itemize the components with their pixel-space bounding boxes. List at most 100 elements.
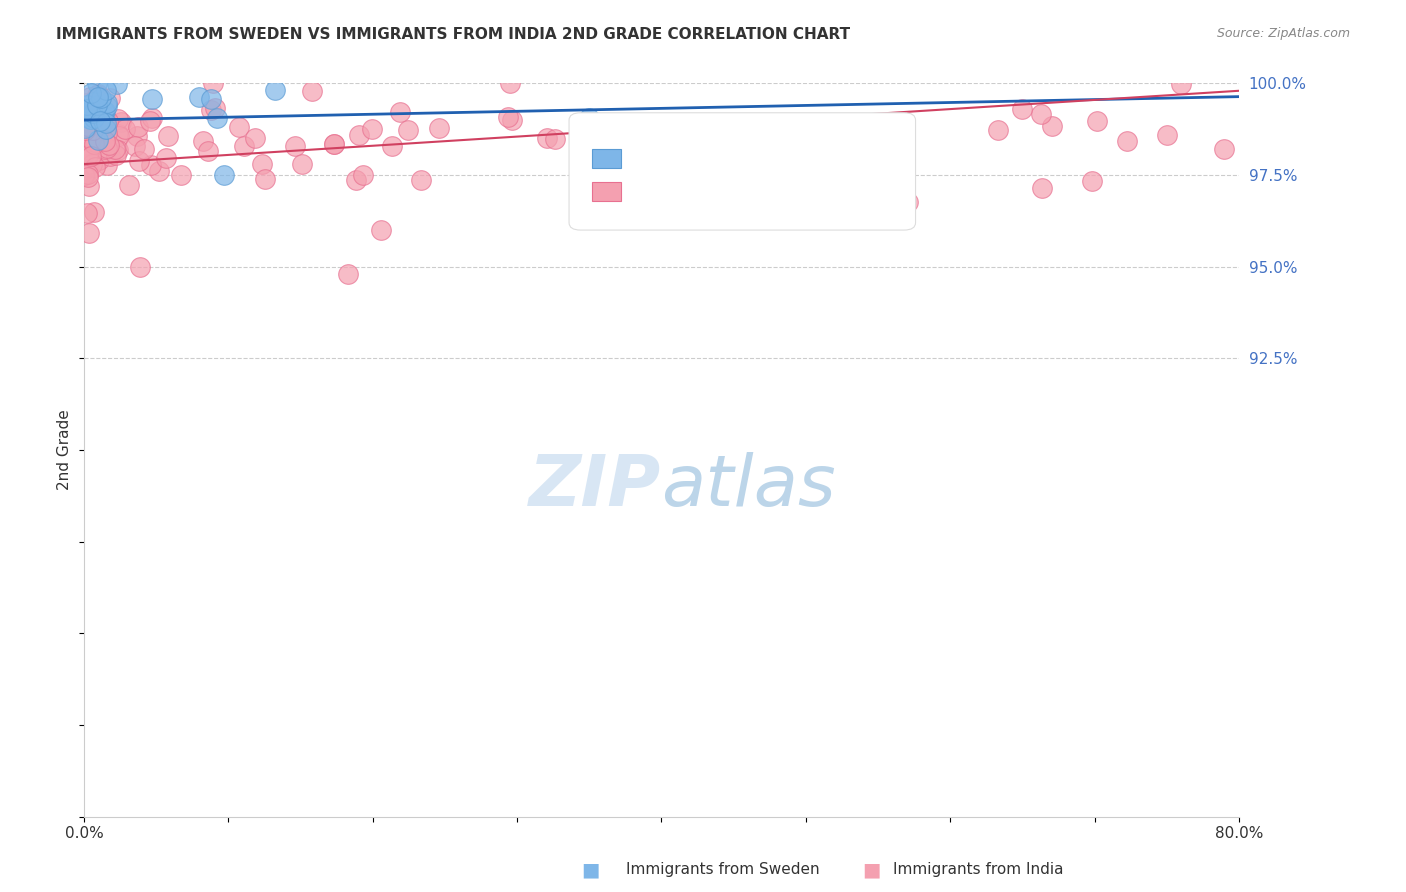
Point bbox=[87, 87, 110, 101]
Point bbox=[83, 137, 105, 152]
Text: ■: ■ bbox=[581, 860, 600, 880]
Point bbox=[108, 129, 131, 144]
Point bbox=[96, 126, 118, 140]
Point bbox=[1085, 114, 1108, 128]
Point bbox=[723, 135, 745, 149]
Point bbox=[132, 142, 155, 156]
Point bbox=[84, 90, 107, 104]
Point bbox=[389, 105, 412, 120]
Point bbox=[93, 103, 115, 118]
Text: Source: ZipAtlas.com: Source: ZipAtlas.com bbox=[1216, 27, 1350, 40]
Point bbox=[702, 120, 724, 135]
Point bbox=[96, 141, 118, 155]
Point bbox=[197, 144, 219, 158]
Point bbox=[87, 126, 110, 140]
Point bbox=[1029, 107, 1052, 121]
Text: 123: 123 bbox=[806, 182, 838, 197]
Point bbox=[76, 206, 98, 220]
Point bbox=[188, 90, 211, 104]
Point bbox=[77, 147, 100, 161]
Point bbox=[107, 112, 129, 126]
Point bbox=[86, 77, 108, 91]
Point bbox=[783, 124, 806, 138]
Point bbox=[501, 112, 523, 127]
Point bbox=[1116, 134, 1139, 148]
Point bbox=[201, 77, 224, 91]
Point bbox=[82, 106, 104, 120]
Point bbox=[73, 121, 96, 136]
Point bbox=[84, 160, 107, 174]
Point bbox=[87, 90, 110, 104]
Point bbox=[228, 120, 250, 134]
Point bbox=[73, 147, 96, 161]
Point bbox=[148, 163, 170, 178]
Point bbox=[75, 162, 97, 177]
Point bbox=[124, 139, 146, 153]
Point bbox=[76, 119, 98, 133]
Text: 0.339: 0.339 bbox=[679, 149, 727, 164]
Point bbox=[94, 142, 117, 156]
Point bbox=[191, 134, 214, 148]
Point bbox=[80, 131, 103, 145]
Point bbox=[96, 158, 118, 172]
Point bbox=[883, 141, 905, 155]
Point bbox=[76, 98, 98, 112]
Point bbox=[1042, 119, 1064, 133]
Point bbox=[77, 179, 100, 194]
Point bbox=[782, 160, 804, 174]
Text: atlas: atlas bbox=[661, 452, 837, 521]
Point bbox=[337, 267, 360, 281]
Point bbox=[84, 111, 107, 125]
Point bbox=[84, 135, 107, 149]
Point bbox=[84, 102, 107, 116]
Point bbox=[1213, 142, 1236, 156]
Point bbox=[114, 122, 136, 136]
Point bbox=[96, 136, 118, 150]
Point bbox=[84, 135, 107, 149]
Text: ZIP: ZIP bbox=[529, 452, 661, 521]
Point bbox=[252, 157, 274, 171]
Point bbox=[155, 151, 177, 165]
Point bbox=[82, 123, 104, 137]
Point bbox=[107, 143, 129, 157]
Point bbox=[76, 150, 98, 164]
Bar bbox=[592, 150, 621, 168]
Point bbox=[80, 149, 103, 163]
Point bbox=[90, 91, 112, 105]
Point bbox=[94, 111, 117, 125]
Point bbox=[75, 143, 97, 157]
Point bbox=[1011, 103, 1033, 117]
Point bbox=[499, 77, 522, 91]
Point bbox=[128, 260, 150, 274]
Bar bbox=[592, 183, 621, 201]
Point bbox=[170, 168, 193, 182]
Point bbox=[80, 112, 103, 126]
Point bbox=[86, 139, 108, 153]
Point bbox=[79, 226, 101, 240]
Point bbox=[1156, 128, 1178, 142]
Text: R =: R = bbox=[627, 149, 659, 164]
Point bbox=[87, 128, 110, 143]
Point bbox=[1081, 174, 1104, 188]
Point bbox=[243, 131, 266, 145]
Point bbox=[83, 110, 105, 124]
Point bbox=[352, 168, 374, 182]
Point bbox=[80, 157, 103, 171]
Point bbox=[104, 142, 127, 156]
Point bbox=[110, 115, 132, 129]
Point bbox=[77, 170, 100, 185]
Point bbox=[87, 133, 110, 147]
Point bbox=[105, 78, 128, 92]
Point bbox=[370, 223, 392, 237]
Point bbox=[73, 112, 96, 127]
Point bbox=[94, 121, 117, 136]
Text: Immigrants from India: Immigrants from India bbox=[893, 863, 1063, 877]
Point bbox=[128, 153, 150, 168]
Point bbox=[890, 152, 912, 166]
Text: Immigrants from Sweden: Immigrants from Sweden bbox=[626, 863, 820, 877]
Point bbox=[253, 171, 276, 186]
Point bbox=[79, 90, 101, 104]
Point bbox=[96, 116, 118, 130]
Point bbox=[104, 147, 127, 161]
Point bbox=[139, 114, 162, 128]
